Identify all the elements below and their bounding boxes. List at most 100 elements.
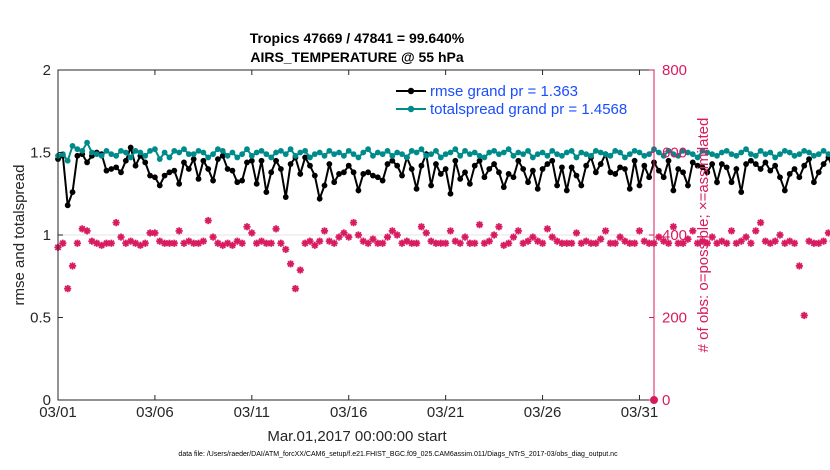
obs-star-core — [506, 241, 511, 246]
obs-assimilated-point — [597, 235, 605, 243]
rmse-point — [84, 159, 90, 166]
totalspread-point — [287, 146, 294, 153]
obs-assimilated-point — [723, 239, 731, 247]
obs-assimilated-point — [383, 233, 392, 241]
rmse-point — [253, 180, 260, 187]
rmse-point — [365, 169, 372, 176]
obs-star-core — [337, 235, 341, 239]
totalspread-point — [176, 149, 183, 156]
obs-star-core — [250, 231, 254, 235]
obs-assimilated-point — [800, 311, 808, 320]
obs-assimilated-point — [727, 227, 736, 235]
rmse-point — [384, 161, 391, 167]
totalspread-point — [142, 152, 149, 159]
totalspread-point — [636, 149, 643, 156]
obs-star-core — [148, 231, 152, 235]
obs-star-core — [308, 239, 312, 243]
obs-assimilated-point — [466, 239, 474, 247]
obs-assimilated-point — [349, 219, 358, 227]
rmse-point — [510, 174, 517, 181]
obs-star-core — [724, 241, 729, 246]
rmse-point — [709, 161, 716, 167]
obs-star-core — [230, 243, 235, 248]
totalspread-point — [568, 147, 575, 154]
obs-star-core — [61, 241, 65, 246]
obs-star-core — [85, 229, 89, 233]
totalspread-point — [205, 154, 212, 161]
totalspread-point — [578, 149, 585, 156]
obs-assimilated-point — [689, 227, 697, 235]
obs-assimilated-point — [505, 239, 513, 247]
totalspread-point — [786, 149, 793, 156]
totalspread-point — [345, 147, 352, 154]
totalspread-point — [93, 151, 100, 158]
rmse-point — [471, 162, 478, 169]
x-tick-label: 03/16 — [330, 404, 368, 421]
obs-star-core — [225, 241, 230, 246]
rmse-point — [777, 174, 783, 181]
rmse-point — [583, 162, 590, 169]
rmse-point — [723, 164, 730, 171]
obs-assimilated-point — [684, 235, 692, 243]
rmse-point — [108, 166, 115, 172]
obs-assimilated-point — [170, 239, 178, 247]
obs-star-core — [521, 241, 525, 246]
obs-star-core — [414, 241, 419, 246]
rmse-point — [544, 161, 551, 167]
obs-star-core — [70, 264, 75, 268]
obs-assimilated-point — [703, 239, 711, 247]
obs-star-core — [366, 241, 370, 246]
x-tick-label: 03/11 — [234, 404, 270, 421]
obs-assimilated-point — [316, 237, 324, 245]
obs-star-core — [317, 239, 322, 243]
obs-assimilated-point — [461, 233, 469, 241]
obs-assimilated-point — [345, 233, 353, 241]
rmse-point — [316, 195, 323, 202]
obs-star-core — [351, 220, 356, 225]
totalspread-point — [152, 146, 158, 153]
totalspread-point — [476, 152, 483, 159]
obs-star-core — [424, 231, 429, 235]
obs-star-core — [264, 241, 269, 246]
rmse-point — [248, 157, 255, 164]
rmse-point — [529, 167, 536, 174]
obs-star-core — [128, 239, 133, 243]
totalspread-point — [370, 152, 376, 159]
rmse-point — [486, 166, 493, 172]
rmse-point — [215, 156, 221, 163]
obs-star-core — [124, 241, 128, 246]
rmse-point — [559, 164, 565, 171]
obs-star-core — [172, 241, 177, 246]
rmse-point — [539, 166, 546, 172]
obs-assimilated-point — [364, 239, 372, 247]
obs-star-core — [274, 227, 278, 231]
totalspread-point — [592, 147, 599, 154]
obs-star-core — [598, 237, 603, 241]
rmse-point — [64, 202, 71, 209]
rmse-point — [675, 166, 682, 172]
obs-star-core — [603, 229, 608, 233]
obs-star-core — [637, 229, 642, 233]
obs-assimilated-point — [379, 239, 387, 247]
obs-star-core — [458, 241, 462, 246]
rmse-point — [636, 182, 643, 189]
obs-star-core — [826, 231, 830, 235]
y-tick-label: 0 — [43, 392, 51, 409]
obs-assimilated-point — [819, 237, 828, 245]
totalspread-point — [244, 146, 250, 153]
y-tick-label: 2 — [43, 62, 51, 79]
x-axis-label: Mar.01,2017 00:00:00 start — [267, 428, 447, 445]
totalspread-point — [190, 151, 197, 158]
totalspread-point — [258, 147, 265, 154]
obs-assimilated-point — [68, 262, 77, 270]
totalspread-point — [248, 152, 255, 159]
obs-star-core — [729, 229, 734, 233]
obs-star-core — [196, 241, 201, 246]
rmse-point — [360, 171, 367, 177]
totalspread-point — [486, 149, 493, 156]
totalspread-point — [147, 147, 153, 154]
rmse-point — [563, 187, 570, 194]
totalspread-point — [355, 154, 362, 161]
rmse-point — [704, 169, 711, 176]
totalspread-point — [239, 151, 246, 158]
